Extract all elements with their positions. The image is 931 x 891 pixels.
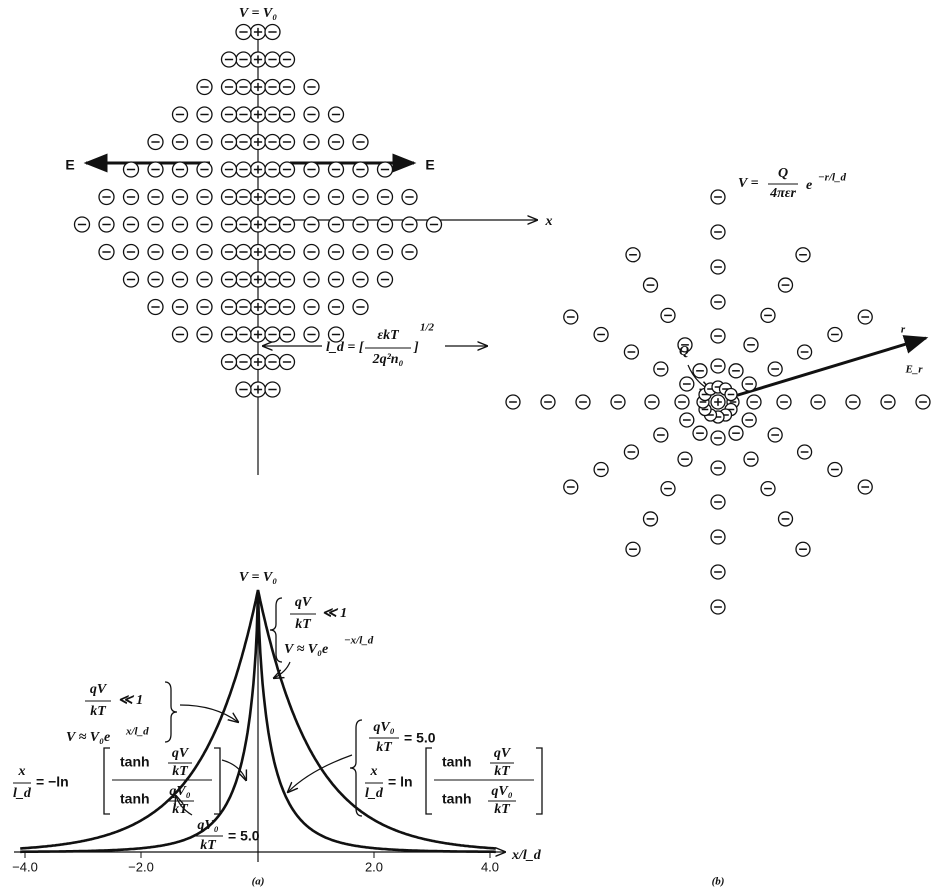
x-tick-label: −2.0 xyxy=(128,859,154,874)
label: ≪ 1 xyxy=(322,606,347,621)
relation: = ln xyxy=(388,774,413,790)
labels: V = V₀ E Ex l_d = [ εkT 2q²n₀]1/2 (a) V = V₀ x/l… xyxy=(12,6,923,887)
denominator: kT xyxy=(494,802,511,817)
x-tick-label: 2.0 xyxy=(365,859,383,874)
field-label: E_r xyxy=(904,364,923,376)
panel-label: (b) xyxy=(712,876,725,888)
function: tanh xyxy=(442,754,472,770)
radius-label: r xyxy=(901,324,906,336)
numerator: qV xyxy=(90,682,108,697)
denominator: kT xyxy=(172,802,189,817)
denominator: l_d xyxy=(13,786,32,801)
axis-label: x xyxy=(545,214,553,229)
numerator: qV xyxy=(295,595,313,610)
exponent: 1/2 xyxy=(420,322,435,334)
function: tanh xyxy=(120,754,150,770)
label: V = xyxy=(738,176,759,191)
numerator: qV₀ xyxy=(197,818,218,833)
numerator: qV xyxy=(172,746,190,761)
label: V ≈ V₀e xyxy=(66,730,110,745)
numerator: qV₀ xyxy=(169,784,190,799)
numerator: qV₀ xyxy=(491,784,512,799)
charge-label: Q xyxy=(679,344,689,359)
layout xyxy=(14,25,929,862)
relation: = 5.0 xyxy=(228,828,260,844)
relation: = 5.0 xyxy=(404,730,436,746)
axis-label: x/l_d xyxy=(511,848,542,863)
x-tick-label: 4.0 xyxy=(481,859,499,874)
denominator: 4πεr xyxy=(769,186,796,201)
numerator: x xyxy=(370,764,378,779)
potential-curve xyxy=(20,589,496,854)
label: ≪ 1 xyxy=(118,693,143,708)
numerator: Q xyxy=(778,166,788,181)
axis-label: V = V₀ xyxy=(239,570,277,585)
panel-label: (a) xyxy=(252,876,265,888)
function: tanh xyxy=(120,791,150,807)
label: e xyxy=(806,178,812,193)
numerator: qV xyxy=(494,746,512,761)
field-label: E xyxy=(425,157,434,173)
function: tanh xyxy=(442,791,472,807)
numerator: qV₀ xyxy=(373,720,394,735)
potential-curves xyxy=(20,589,496,854)
label: l_d = [ xyxy=(326,340,365,355)
exponent: x/l_d xyxy=(125,726,149,738)
denominator: kT xyxy=(295,617,312,632)
denominator: 2q²n₀ xyxy=(372,352,404,367)
x-tick-label: −4.0 xyxy=(12,859,38,874)
axis-label: V = V₀ xyxy=(239,6,277,21)
label: ] xyxy=(413,340,419,355)
denominator: kT xyxy=(494,764,511,779)
exponent: −r/l_d xyxy=(818,172,847,184)
denominator: kT xyxy=(376,740,393,755)
label: V ≈ V₀e xyxy=(284,642,328,657)
exponent: −x/l_d xyxy=(344,635,374,647)
numerator: εkT xyxy=(377,328,400,343)
ions xyxy=(73,23,931,615)
denominator: kT xyxy=(200,838,217,853)
relation: = −ln xyxy=(36,774,69,790)
denominator: l_d xyxy=(365,786,384,801)
denominator: kT xyxy=(172,764,189,779)
numerator: x xyxy=(18,764,26,779)
denominator: kT xyxy=(90,704,107,719)
field-label: E xyxy=(65,157,74,173)
